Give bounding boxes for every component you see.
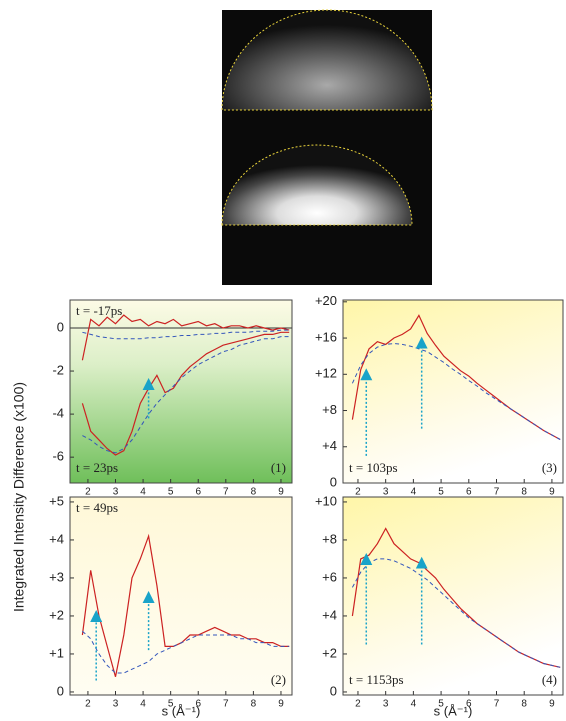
x-axis-label: s (Å⁻¹) bbox=[162, 703, 201, 718]
x-tick-label: 6 bbox=[195, 699, 201, 710]
x-tick-label: 3 bbox=[113, 487, 119, 498]
fit-line bbox=[82, 630, 290, 674]
x-tick-label: 9 bbox=[549, 487, 555, 498]
y-tick-label: -6 bbox=[52, 449, 64, 464]
y-tick-label: 0 bbox=[57, 319, 64, 334]
plot-background bbox=[343, 497, 563, 695]
panel-label: (1) bbox=[271, 460, 286, 475]
data-line bbox=[81, 314, 290, 361]
x-tick-label: 4 bbox=[140, 487, 146, 498]
time-label: t = 49ps bbox=[76, 500, 118, 515]
x-tick-label: 6 bbox=[466, 487, 472, 498]
y-axis-label: Integrated Intensity Difference (x100) bbox=[11, 382, 27, 612]
x-tick-label: 3 bbox=[383, 699, 389, 710]
panel-label: (2) bbox=[271, 672, 286, 687]
y-tick-label: -2 bbox=[52, 362, 64, 377]
x-axis-label: s (Å⁻¹) bbox=[434, 703, 473, 718]
y-tick-label: +3 bbox=[49, 569, 64, 584]
x-tick-label: 9 bbox=[278, 699, 284, 710]
x-tick-label: 2 bbox=[85, 487, 91, 498]
x-tick-label: 4 bbox=[411, 487, 417, 498]
data-line bbox=[81, 533, 290, 677]
plot-background bbox=[70, 300, 292, 483]
y-tick-label: +8 bbox=[322, 402, 337, 417]
x-tick-label: 7 bbox=[223, 487, 229, 498]
x-tick-label: 7 bbox=[223, 699, 229, 710]
y-tick-label: +5 bbox=[49, 493, 64, 508]
plot-frame bbox=[342, 299, 564, 484]
x-tick-label: 6 bbox=[195, 487, 201, 498]
y-tick-label: +1 bbox=[49, 645, 64, 660]
x-tick-label: 8 bbox=[251, 699, 257, 710]
x-tick-label: 4 bbox=[411, 699, 417, 710]
y-tick-label: +8 bbox=[322, 531, 337, 546]
y-tick-label: 0 bbox=[57, 683, 64, 698]
x-tick-label: 4 bbox=[140, 699, 146, 710]
x-tick-label: 2 bbox=[85, 699, 91, 710]
plot-background bbox=[343, 300, 563, 483]
data-line bbox=[351, 314, 561, 441]
y-tick-label: +6 bbox=[322, 569, 337, 584]
plot-frame bbox=[342, 496, 564, 696]
x-tick-label: 5 bbox=[168, 487, 174, 498]
x-tick-label: 8 bbox=[251, 487, 257, 498]
x-tick-label: 5 bbox=[438, 487, 444, 498]
y-tick-label: +12 bbox=[315, 366, 337, 381]
plot-frame bbox=[69, 299, 293, 484]
fit-line bbox=[351, 558, 561, 668]
y-tick-label: +20 bbox=[315, 293, 337, 308]
y-tick-label: +10 bbox=[315, 493, 337, 508]
x-tick-label: 7 bbox=[494, 699, 500, 710]
y-tick-label: 0 bbox=[330, 474, 337, 489]
data-line bbox=[81, 331, 290, 456]
y-tick-label: +4 bbox=[322, 607, 337, 622]
x-tick-label: 9 bbox=[549, 699, 555, 710]
time-label: t = 23ps bbox=[76, 460, 118, 475]
time-label: t = 1153ps bbox=[349, 672, 404, 687]
panel-label: (3) bbox=[542, 460, 557, 475]
x-tick-label: 2 bbox=[355, 699, 361, 710]
x-tick-label: 5 bbox=[168, 699, 174, 710]
y-tick-label: +2 bbox=[322, 645, 337, 660]
y-tick-label: +4 bbox=[49, 531, 64, 546]
x-tick-label: 3 bbox=[113, 699, 119, 710]
x-tick-label: 3 bbox=[383, 487, 389, 498]
plot-frame bbox=[69, 496, 293, 696]
x-tick-label: 7 bbox=[494, 487, 500, 498]
x-tick-label: 9 bbox=[278, 487, 284, 498]
x-tick-label: 6 bbox=[466, 699, 472, 710]
x-tick-label: 8 bbox=[521, 487, 527, 498]
y-tick-label: +2 bbox=[49, 607, 64, 622]
time-label: t = -17ps bbox=[76, 303, 122, 318]
y-tick-label: +16 bbox=[315, 329, 337, 344]
y-tick-label: -4 bbox=[52, 406, 64, 421]
x-tick-label: 5 bbox=[438, 699, 444, 710]
x-tick-label: 8 bbox=[521, 699, 527, 710]
plot-background bbox=[70, 497, 292, 695]
diffraction-image bbox=[221, 9, 433, 285]
fit-line bbox=[82, 329, 290, 340]
panel-label: (4) bbox=[542, 672, 557, 687]
y-tick-label: 0 bbox=[330, 683, 337, 698]
time-label: t = 103ps bbox=[349, 460, 398, 475]
y-tick-label: +4 bbox=[322, 438, 337, 453]
x-tick-label: 2 bbox=[355, 487, 361, 498]
